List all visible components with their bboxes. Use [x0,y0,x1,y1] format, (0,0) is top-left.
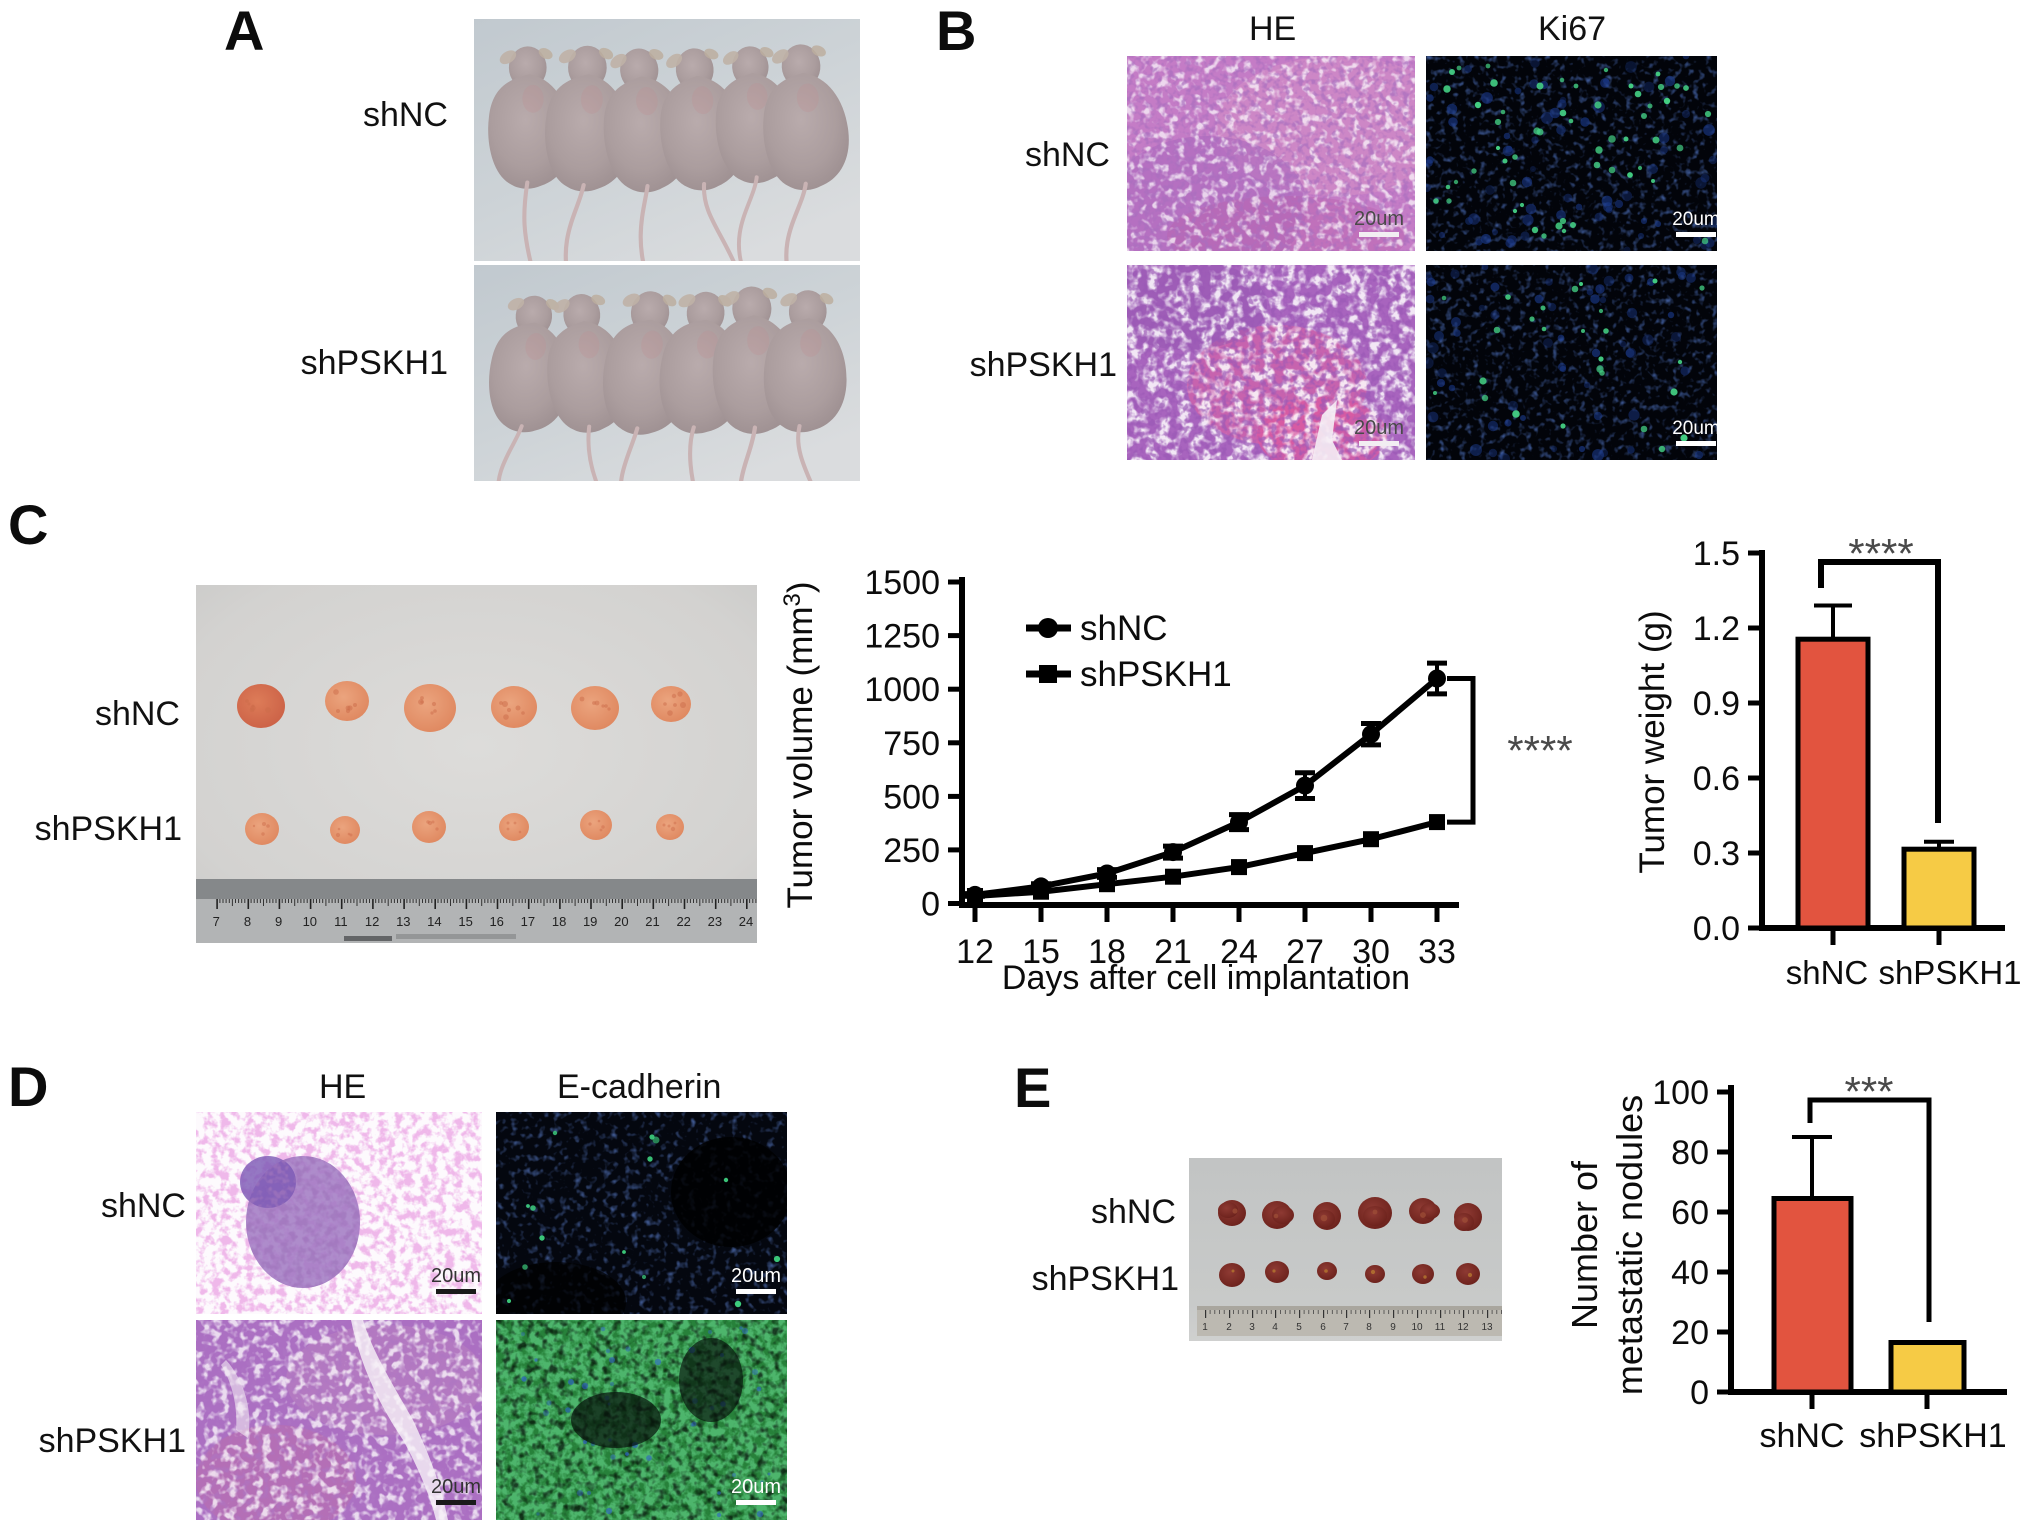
svg-text:14: 14 [427,914,441,929]
svg-text:22: 22 [676,914,690,929]
svg-text:20um: 20um [1354,417,1404,439]
svg-text:12: 12 [365,914,379,929]
svg-text:7: 7 [213,914,220,929]
svg-text:13: 13 [1481,1322,1493,1333]
svg-text:6: 6 [1320,1322,1326,1333]
svg-text:20: 20 [614,914,628,929]
svg-text:8: 8 [244,914,251,929]
svg-text:shPSKH1: shPSKH1 [1080,655,1232,694]
svg-text:1: 1 [1202,1322,1208,1333]
svg-text:1.5: 1.5 [1693,535,1740,573]
svg-text:750: 750 [883,725,940,763]
svg-text:1000: 1000 [864,671,940,709]
svg-text:19: 19 [583,914,597,929]
svg-text:250: 250 [883,832,940,870]
svg-text:shNC: shNC [1759,1417,1844,1455]
svg-text:9: 9 [275,914,282,929]
svg-text:20: 20 [1671,1314,1709,1352]
svg-text:2: 2 [1226,1322,1232,1333]
svg-text:Number of: Number of [1564,1160,1605,1329]
svg-text:8: 8 [1366,1322,1372,1333]
svg-text:****: **** [1848,530,1913,577]
svg-text:20um: 20um [1672,209,1717,230]
svg-text:0: 0 [921,886,940,924]
svg-text:21: 21 [1154,933,1192,971]
svg-text:500: 500 [883,778,940,816]
svg-text:0.9: 0.9 [1693,685,1740,723]
svg-text:shNC: shNC [1786,954,1869,991]
svg-text:11: 11 [1435,1322,1446,1333]
svg-text:15: 15 [458,914,472,929]
svg-text:12: 12 [1457,1322,1469,1333]
svg-text:0.0: 0.0 [1693,910,1740,948]
svg-text:0: 0 [1690,1374,1709,1412]
svg-text:12: 12 [956,933,994,971]
svg-text:shNC: shNC [1080,609,1168,648]
svg-text:27: 27 [1286,933,1324,971]
svg-text:***: *** [1844,1068,1893,1115]
svg-text:Tumor volume (mm3): Tumor volume (mm3) [780,581,820,908]
svg-text:9: 9 [1390,1322,1396,1333]
svg-text:****: **** [1507,727,1572,774]
svg-text:5: 5 [1296,1322,1302,1333]
svg-text:20um: 20um [431,1476,481,1498]
svg-text:24: 24 [739,914,753,929]
svg-text:18: 18 [1088,933,1126,971]
svg-text:20um: 20um [731,1476,781,1498]
svg-text:15: 15 [1022,933,1060,971]
svg-text:4: 4 [1272,1322,1278,1333]
svg-text:0.3: 0.3 [1693,835,1740,873]
svg-text:Days after cell implantation: Days after cell implantation [1002,959,1410,997]
svg-text:1.2: 1.2 [1693,610,1740,648]
svg-text:metastatic nodules: metastatic nodules [1609,1095,1650,1395]
svg-text:10: 10 [303,914,317,929]
svg-text:shPSKH1: shPSKH1 [1859,1417,2006,1455]
svg-text:30: 30 [1352,933,1390,971]
svg-text:17: 17 [521,914,535,929]
svg-text:shPSKH1: shPSKH1 [1878,954,2021,991]
svg-text:21: 21 [645,914,659,929]
svg-text:3: 3 [1249,1322,1255,1333]
svg-text:10: 10 [1411,1322,1423,1333]
svg-text:60: 60 [1671,1194,1709,1232]
svg-text:40: 40 [1671,1254,1709,1292]
svg-text:1250: 1250 [864,618,940,656]
svg-text:18: 18 [552,914,566,929]
svg-text:80: 80 [1671,1134,1709,1172]
svg-text:24: 24 [1220,933,1258,971]
svg-text:100: 100 [1652,1074,1709,1112]
svg-text:1500: 1500 [864,564,940,602]
svg-text:20um: 20um [1354,208,1404,230]
svg-text:13: 13 [396,914,410,929]
svg-text:16: 16 [489,914,503,929]
svg-text:20um: 20um [1672,418,1717,439]
svg-text:33: 33 [1418,933,1456,971]
svg-text:11: 11 [334,914,348,929]
svg-text:7: 7 [1343,1322,1349,1333]
svg-text:23: 23 [708,914,722,929]
svg-text:0.6: 0.6 [1693,760,1740,798]
svg-text:20um: 20um [731,1265,781,1287]
svg-text:20um: 20um [431,1265,481,1287]
svg-text:Tumor weight (g): Tumor weight (g) [1633,610,1672,873]
